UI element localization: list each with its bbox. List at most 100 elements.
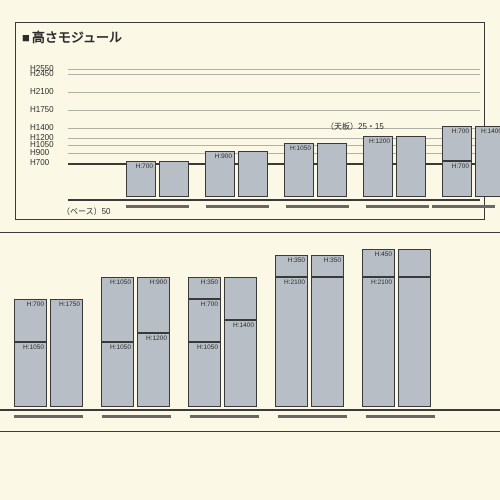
segment-label: H:1400: [233, 322, 254, 329]
segment-label: H:1050: [110, 279, 131, 286]
cabinet-segment: H:1050: [188, 342, 221, 407]
base-bar: [14, 415, 83, 418]
cabinet-stack: [238, 151, 268, 197]
gridline: [68, 92, 480, 93]
gridline: [68, 69, 480, 70]
cabinet-segment: H:1050: [284, 143, 314, 197]
segment-label: H:2100: [284, 279, 305, 286]
cabinet-stack: H:450 H:2100: [362, 249, 395, 407]
cabinet-segment: H:1400: [224, 320, 257, 407]
segment-label: H:1200: [146, 335, 167, 342]
cabinet-stack: H:1400: [224, 277, 257, 407]
cabinet-stack: [398, 249, 431, 407]
cabinet-segment: [398, 249, 431, 277]
cabinet-stack: H:1400: [475, 126, 500, 197]
segment-label: H:700: [452, 128, 469, 135]
cabinet-segment: [398, 277, 431, 407]
cabinet-segment: H:1050: [101, 342, 134, 407]
segment-label: H:700: [201, 301, 218, 308]
cabinet-segment: H:2100: [362, 277, 395, 407]
cabinet-stack: H:700 H:1050: [14, 299, 47, 408]
base-bar: [126, 205, 189, 208]
cabinet-segment: H:450: [362, 249, 395, 277]
cabinet-stack: H:700: [126, 161, 156, 197]
cabinet-segment: H:1050: [14, 342, 47, 407]
floor-line: [68, 199, 480, 201]
base-bar: [102, 415, 171, 418]
title-square-icon: ■: [22, 30, 30, 45]
cabinet-segment: [224, 277, 257, 320]
segment-label: H:1050: [110, 344, 131, 351]
gridline: [68, 74, 480, 75]
segment-label: H:450: [375, 251, 392, 258]
floor-line: [0, 409, 500, 411]
cabinet-segment: H:700: [442, 161, 472, 197]
cabinet-stack: H:1750: [50, 299, 83, 408]
cabinet-segment: H:1400: [475, 126, 500, 197]
cabinet-stack: [396, 136, 426, 197]
segment-label: H:1050: [197, 344, 218, 351]
cabinet-segment: [311, 277, 344, 407]
axis-label: H2100: [30, 87, 54, 96]
cabinet-segment: H:350: [188, 277, 221, 299]
cabinet-segment: [238, 151, 268, 197]
title-text: 高さモジュール: [32, 30, 122, 45]
axis-label: H1400: [30, 123, 54, 132]
top-board-note: （天板）25・15: [326, 121, 384, 132]
base-bar: [366, 415, 435, 418]
axis-label: H700: [30, 158, 49, 167]
panel-top: ■高さモジュールH2550H2450H2100H1750H1400H1200H1…: [15, 22, 485, 220]
segment-label: H:1750: [59, 301, 80, 308]
cabinet-segment: H:2100: [275, 277, 308, 407]
cabinet-segment: H:700: [442, 126, 472, 162]
segment-label: H:700: [136, 163, 153, 170]
segment-label: H:900: [150, 279, 167, 286]
cabinet-stack: [317, 143, 347, 197]
cabinet-segment: H:1200: [137, 333, 170, 407]
segment-label: H:350: [324, 257, 341, 264]
segment-label: H:1400: [481, 128, 500, 135]
base-note: （ベース）50: [62, 206, 111, 217]
segment-label: H:900: [215, 153, 232, 160]
base-bar: [206, 205, 269, 208]
panel-bottom: H:700 H:1050 H:1750 H:1050 H:1050 H:900 H:1200…: [0, 232, 500, 432]
segment-label: H:1050: [290, 145, 311, 152]
cabinet-segment: H:700: [126, 161, 156, 197]
cabinet-segment: [317, 143, 347, 197]
cabinet-segment: H:1050: [101, 277, 134, 342]
cabinet-segment: H:1200: [363, 136, 393, 197]
cabinet-segment: [159, 161, 189, 197]
axis-label: H2450: [30, 69, 54, 78]
base-bar: [278, 415, 347, 418]
cabinet-stack: H:1050 H:1050: [101, 277, 134, 407]
base-bar: [286, 205, 349, 208]
cabinet-stack: H:350 H:2100: [275, 255, 308, 407]
gridline: [68, 110, 480, 111]
cabinet-stack: H:900 H:1200: [137, 277, 170, 407]
base-bar: [366, 205, 429, 208]
axis-label: H1750: [30, 105, 54, 114]
height-module-title: ■高さモジュール: [22, 27, 122, 46]
segment-label: H:350: [288, 257, 305, 264]
cabinet-stack: [159, 161, 189, 197]
cabinet-segment: H:350: [311, 255, 344, 277]
cabinet-stack: H:700 H:700: [442, 126, 472, 197]
cabinet-segment: H:900: [205, 151, 235, 197]
cabinet-segment: H:350: [275, 255, 308, 277]
cabinet-segment: H:900: [137, 277, 170, 333]
base-bar: [432, 205, 495, 208]
segment-label: H:2100: [371, 279, 392, 286]
cabinet-stack: H:1050: [284, 143, 314, 197]
segment-label: H:350: [201, 279, 218, 286]
base-bar: [190, 415, 259, 418]
cabinet-segment: [396, 136, 426, 197]
cabinet-stack: H:350 H:700 H:1050: [188, 277, 221, 407]
cabinet-stack: H:900: [205, 151, 235, 197]
cabinet-segment: H:700: [188, 299, 221, 342]
segment-label: H:700: [27, 301, 44, 308]
cabinet-segment: H:700: [14, 299, 47, 342]
cabinet-stack: H:1200: [363, 136, 393, 197]
segment-label: H:700: [452, 163, 469, 170]
gridline: [68, 128, 480, 129]
segment-label: H:1200: [369, 138, 390, 145]
